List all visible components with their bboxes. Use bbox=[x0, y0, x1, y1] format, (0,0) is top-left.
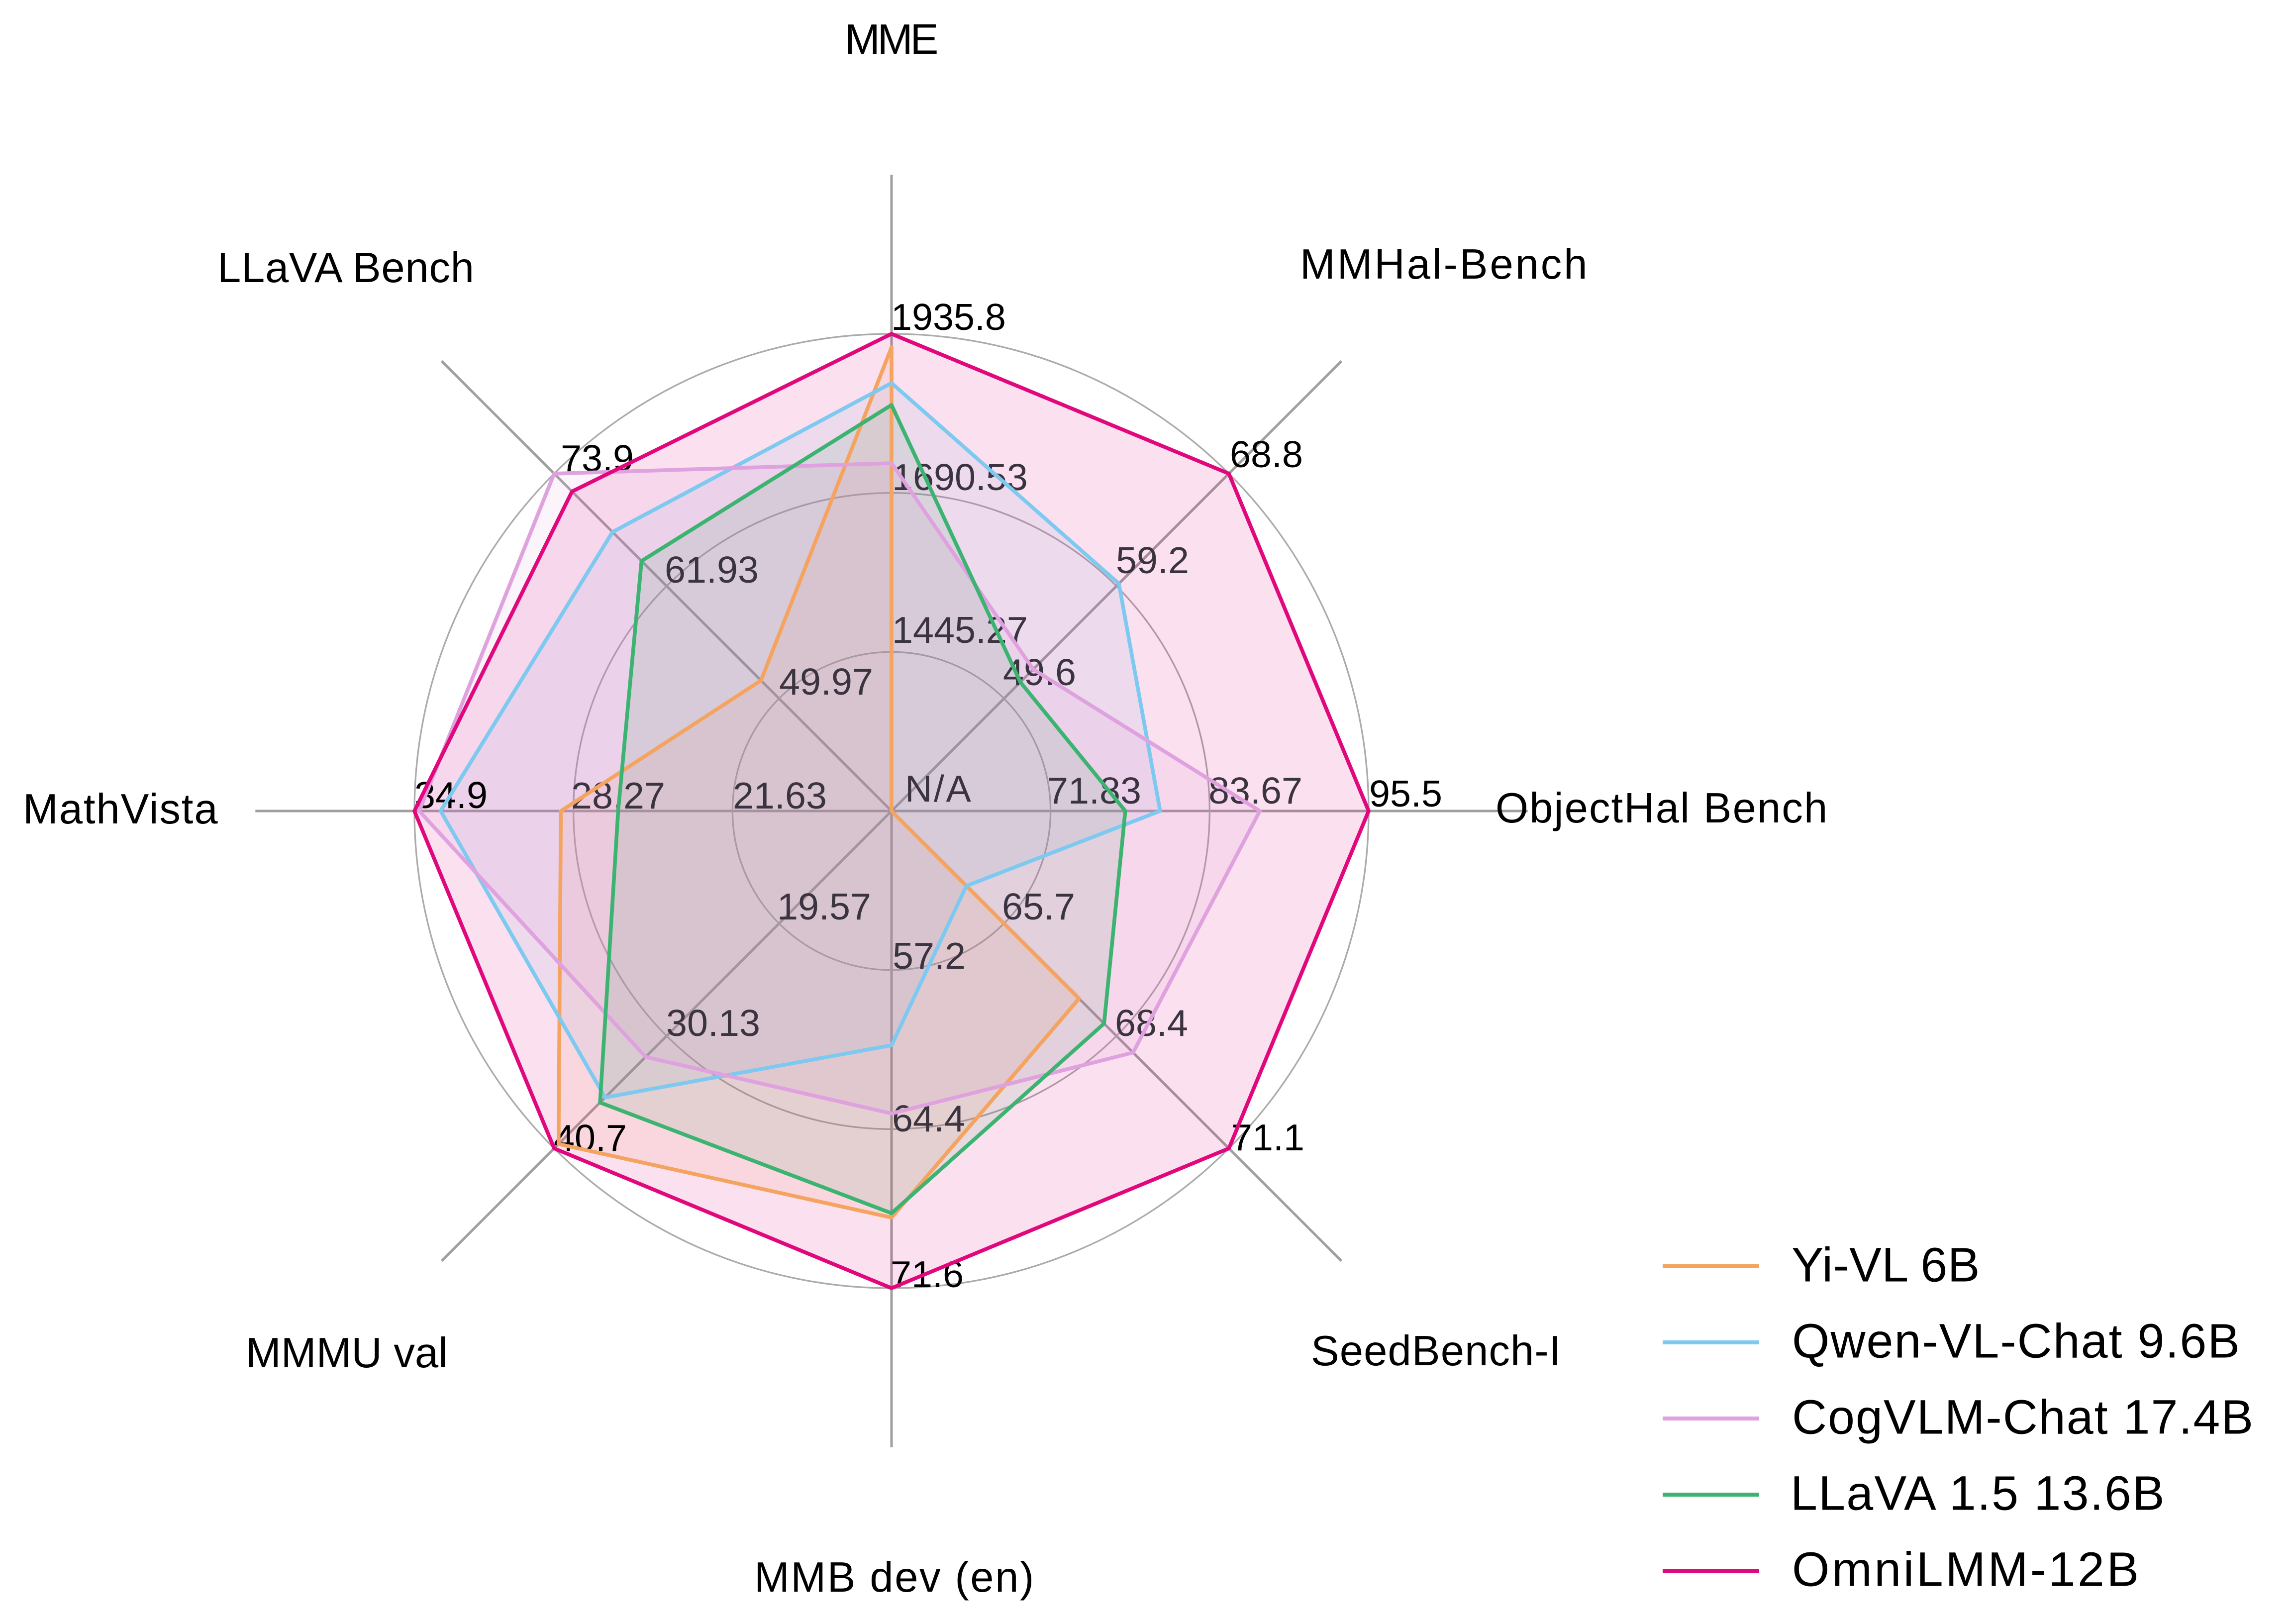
svg-text:49.97: 49.97 bbox=[779, 661, 873, 703]
svg-text:SeedBench-I: SeedBench-I bbox=[1311, 1327, 1562, 1375]
svg-text:1935.8: 1935.8 bbox=[891, 296, 1006, 338]
svg-text:MMB dev (en): MMB dev (en) bbox=[754, 1554, 1035, 1601]
svg-text:OmniLMM-12B: OmniLMM-12B bbox=[1792, 1542, 2141, 1597]
svg-text:LLaVA 1.5 13.6B: LLaVA 1.5 13.6B bbox=[1791, 1466, 2166, 1521]
svg-text:57.2: 57.2 bbox=[893, 935, 966, 977]
svg-text:68.4: 68.4 bbox=[1115, 1002, 1188, 1044]
svg-text:61.93: 61.93 bbox=[665, 549, 759, 591]
svg-text:MMMU val: MMMU val bbox=[246, 1329, 448, 1377]
svg-text:MME: MME bbox=[845, 16, 937, 63]
svg-text:65.7: 65.7 bbox=[1002, 886, 1075, 927]
svg-text:MathVista: MathVista bbox=[23, 786, 219, 833]
svg-text:ObjectHal Bench: ObjectHal Bench bbox=[1495, 785, 1828, 832]
svg-text:Qwen-VL-Chat 9.6B: Qwen-VL-Chat 9.6B bbox=[1792, 1314, 2241, 1368]
svg-text:59.2: 59.2 bbox=[1116, 539, 1189, 581]
svg-text:71.83: 71.83 bbox=[1047, 770, 1141, 812]
svg-text:CogVLM-Chat 17.4B: CogVLM-Chat 17.4B bbox=[1792, 1390, 2254, 1444]
svg-text:21.63: 21.63 bbox=[733, 775, 827, 816]
svg-text:19.57: 19.57 bbox=[777, 886, 871, 927]
svg-text:Yi-VL 6B: Yi-VL 6B bbox=[1792, 1238, 1980, 1292]
svg-text:68.8: 68.8 bbox=[1230, 433, 1303, 475]
svg-text:LLaVA Bench: LLaVA Bench bbox=[217, 244, 475, 292]
svg-text:71.1: 71.1 bbox=[1231, 1116, 1304, 1158]
svg-text:1690.53: 1690.53 bbox=[892, 456, 1028, 498]
svg-text:MMHal-Bench: MMHal-Bench bbox=[1300, 241, 1589, 288]
svg-text:N/A: N/A bbox=[905, 768, 973, 810]
svg-text:95.5: 95.5 bbox=[1369, 773, 1442, 814]
svg-text:83.67: 83.67 bbox=[1208, 770, 1302, 812]
svg-text:30.13: 30.13 bbox=[666, 1002, 760, 1044]
